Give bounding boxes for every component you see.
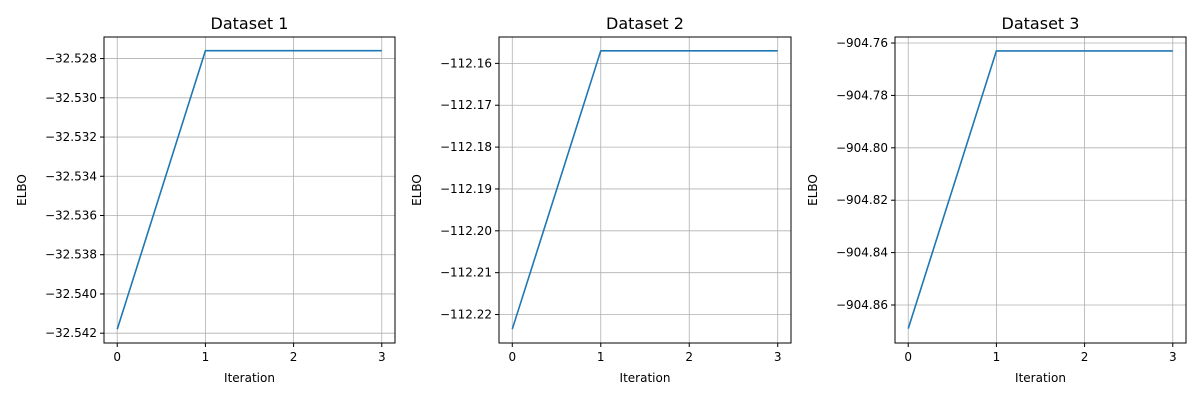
series-line xyxy=(907,50,1173,329)
chart-title: Dataset 1 xyxy=(211,14,289,33)
y-tick-label: −32.534 xyxy=(45,169,97,183)
y-tick-label: −904.82 xyxy=(836,193,888,207)
series-line xyxy=(511,50,778,330)
y-tick-label: −32.528 xyxy=(45,52,97,66)
x-tick-label: 3 xyxy=(378,350,386,364)
y-tick-label: −112.17 xyxy=(440,98,492,112)
x-tick-label: 0 xyxy=(113,350,121,364)
chart-title: Dataset 3 xyxy=(1002,14,1080,33)
y-axis-label: ELBO xyxy=(410,174,424,206)
y-tick-label: −904.84 xyxy=(836,246,888,260)
y-tick-label: −32.532 xyxy=(45,130,97,144)
y-tick-label: −32.540 xyxy=(45,287,97,301)
y-tick-label: −32.538 xyxy=(45,248,97,262)
y-tick-label: −112.18 xyxy=(440,140,492,154)
y-tick-label: −112.22 xyxy=(440,308,492,322)
y-tick-label: −904.78 xyxy=(836,88,888,102)
x-tick-label: 1 xyxy=(597,350,605,364)
y-tick-label: −112.21 xyxy=(440,266,492,280)
y-tick-label: −112.19 xyxy=(440,182,492,196)
y-tick-label: −112.20 xyxy=(440,224,492,238)
x-tick-label: 2 xyxy=(685,350,693,364)
x-axis-label: Iteration xyxy=(224,371,275,385)
y-tick-label: −904.80 xyxy=(836,141,888,155)
x-tick-label: 1 xyxy=(993,350,1001,364)
y-tick-label: −32.530 xyxy=(45,91,97,105)
chart-panel-2: 0 1 2 3 −112.22 −112.21 −112.20 −112.19 −112.18 −… xyxy=(410,14,792,385)
x-axis-label: Iteration xyxy=(620,371,671,385)
y-tick-label: −32.542 xyxy=(45,326,97,340)
y-axis-label: ELBO xyxy=(15,174,29,206)
x-tick-label: 2 xyxy=(290,350,298,364)
chart-panel-3: 0 1 2 3 −904.86 −904.84 −904.82 −904.80 −904.78 −… xyxy=(806,14,1187,385)
plot-frame xyxy=(103,36,396,344)
x-tick-label: 1 xyxy=(202,350,210,364)
y-axis-label: ELBO xyxy=(806,174,820,206)
x-axis-label: Iteration xyxy=(1015,371,1066,385)
plot-frame xyxy=(894,36,1187,344)
x-tick-label: 0 xyxy=(904,350,912,364)
x-tick-label: 2 xyxy=(1081,350,1089,364)
y-tick-label: −112.16 xyxy=(440,56,492,70)
y-tick-label: −32.536 xyxy=(45,209,97,223)
y-tick-label: −904.86 xyxy=(836,298,888,312)
y-tick-label: −904.76 xyxy=(836,36,888,50)
x-tick-label: 3 xyxy=(774,350,782,364)
chart-panel-1: 0 1 2 3 −32.542 −32.540 −32.538 −32.536 −32.534 −… xyxy=(15,14,396,385)
plot-frame xyxy=(498,36,792,344)
x-tick-label: 0 xyxy=(508,350,516,364)
series-line xyxy=(116,49,382,330)
x-tick-label: 3 xyxy=(1169,350,1177,364)
chart-title: Dataset 2 xyxy=(606,14,684,33)
